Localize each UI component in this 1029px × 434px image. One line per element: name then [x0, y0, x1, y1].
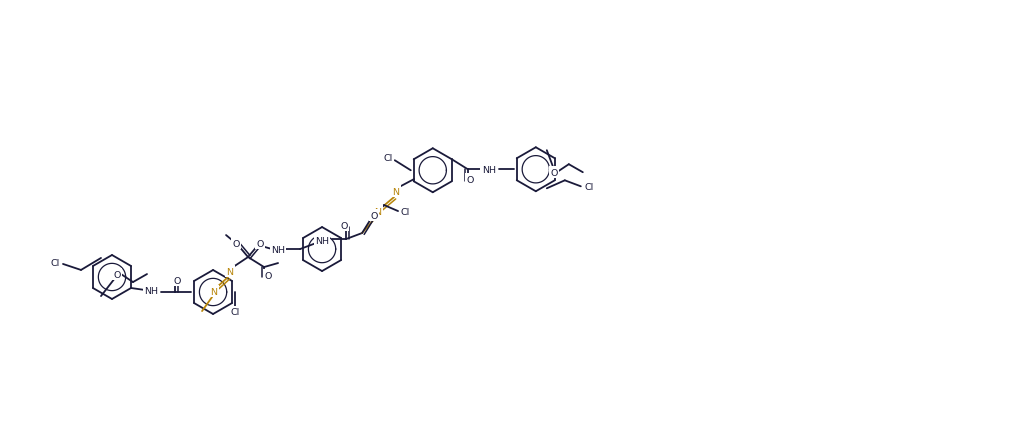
Text: NH: NH — [144, 287, 158, 296]
Text: N: N — [375, 207, 382, 216]
Text: Cl: Cl — [230, 308, 240, 317]
Text: NH: NH — [482, 165, 496, 174]
Text: O: O — [466, 175, 473, 184]
Text: N: N — [392, 187, 399, 196]
Text: O: O — [551, 168, 558, 178]
Text: O: O — [173, 276, 181, 285]
Text: O: O — [370, 211, 378, 220]
Text: Cl: Cl — [50, 259, 60, 268]
Text: O: O — [264, 271, 272, 280]
Text: NH: NH — [315, 236, 329, 245]
Text: O: O — [113, 270, 120, 279]
Text: O: O — [233, 239, 240, 248]
Text: NH: NH — [271, 245, 285, 254]
Text: Cl: Cl — [400, 207, 410, 216]
Text: Cl: Cl — [383, 153, 392, 162]
Text: Cl: Cl — [584, 182, 594, 191]
Text: O: O — [256, 239, 263, 248]
Text: N: N — [226, 267, 234, 276]
Text: O: O — [341, 221, 348, 230]
Text: N: N — [211, 287, 217, 296]
